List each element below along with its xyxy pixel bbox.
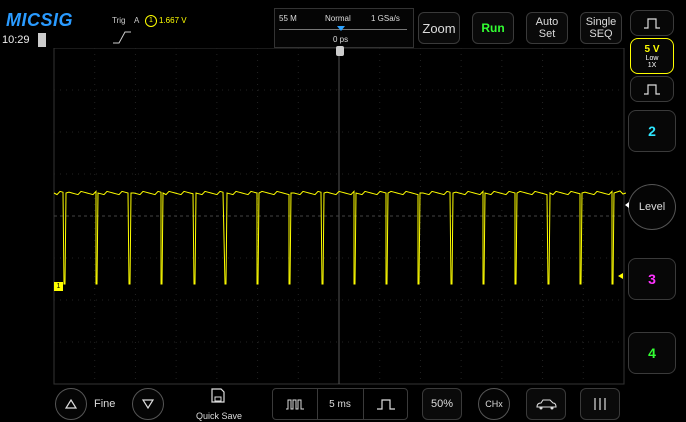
horizontal-offset: 0 ps bbox=[333, 35, 349, 44]
brand-logo: MICSIG bbox=[6, 10, 74, 30]
time-position-marker bbox=[337, 26, 345, 31]
quick-save-label: Quick Save bbox=[196, 411, 243, 421]
trigger-edge-icon bbox=[113, 31, 131, 44]
channel2-button[interactable]: 2 bbox=[628, 110, 676, 152]
channel1-probe: 1X bbox=[647, 61, 657, 69]
trigger-label: Trig bbox=[112, 16, 126, 25]
bars-icon bbox=[594, 398, 606, 410]
square-wave-icon bbox=[644, 84, 660, 95]
scale-down-button[interactable] bbox=[132, 388, 164, 420]
grid bbox=[54, 48, 624, 384]
channel1-trace bbox=[53, 190, 626, 285]
acquisition-panel[interactable]: 55 M Normal 1 GSa/s 0 ps bbox=[274, 8, 414, 48]
car-mode-button[interactable] bbox=[526, 388, 566, 420]
auto-set-line1: Auto bbox=[535, 16, 559, 28]
single-seq-line1: Single bbox=[585, 16, 617, 28]
car-icon bbox=[536, 399, 557, 410]
single-seq-button[interactable]: Single SEQ bbox=[580, 12, 622, 44]
channel1-waveform bbox=[53, 190, 626, 285]
memory-depth: 55 M bbox=[279, 14, 297, 23]
menu-button[interactable] bbox=[580, 388, 620, 420]
timebase-increase[interactable] bbox=[363, 389, 408, 419]
channel1-edge-button[interactable] bbox=[630, 76, 674, 102]
channel1-volts: 5 V bbox=[644, 43, 660, 55]
trigger-channel-badge: 1 bbox=[145, 15, 157, 27]
acquisition-mode: Normal bbox=[325, 14, 351, 23]
clock: 10:29 bbox=[2, 34, 30, 46]
battery-icon bbox=[38, 33, 46, 47]
triangle-down-icon bbox=[142, 399, 154, 409]
pulse-icon bbox=[644, 18, 660, 29]
fine-toggle[interactable]: Fine bbox=[94, 398, 116, 410]
channel4-button[interactable]: 4 bbox=[628, 332, 676, 374]
trigger-level: 1.667 V bbox=[159, 16, 187, 25]
waveform-display[interactable] bbox=[0, 48, 626, 386]
chx-button[interactable]: CHx bbox=[478, 388, 510, 420]
pulse-train-icon bbox=[286, 399, 304, 410]
timebase-group: 5 ms bbox=[272, 388, 408, 420]
channel1-ground-marker[interactable]: 1 bbox=[54, 282, 63, 291]
channel3-button[interactable]: 3 bbox=[628, 258, 676, 300]
auto-set-line2: Set bbox=[538, 28, 556, 40]
zoom-button[interactable]: Zoom bbox=[418, 12, 460, 44]
save-icon bbox=[211, 388, 225, 403]
level-pointer bbox=[625, 202, 629, 208]
square-wave-icon bbox=[377, 399, 395, 410]
auto-set-button[interactable]: Auto Set bbox=[526, 12, 568, 44]
level-button[interactable]: Level bbox=[628, 184, 676, 230]
sample-rate: 1 GSa/s bbox=[371, 14, 400, 23]
run-button[interactable]: Run bbox=[472, 12, 514, 44]
channel1-settings[interactable]: 5 V Low 1X bbox=[630, 38, 674, 74]
trigger-time-marker[interactable] bbox=[336, 46, 344, 56]
trigger-level-arrow[interactable] bbox=[618, 273, 623, 279]
scale-up-button[interactable] bbox=[55, 388, 87, 420]
quick-save-button[interactable]: Quick Save bbox=[190, 388, 246, 422]
trigger-source-label: A bbox=[134, 16, 140, 25]
waveform-type-button[interactable] bbox=[630, 10, 674, 36]
timebase-decrease[interactable] bbox=[273, 389, 318, 419]
triangle-up-icon bbox=[65, 399, 77, 409]
fifty-percent-button[interactable]: 50% bbox=[422, 388, 462, 420]
single-seq-line2: SEQ bbox=[589, 28, 613, 40]
trigger-panel[interactable]: Trig A 1 1.667 V bbox=[98, 10, 258, 50]
channel1-coupling: Low bbox=[645, 54, 659, 62]
timebase-value: 5 ms bbox=[329, 398, 351, 410]
